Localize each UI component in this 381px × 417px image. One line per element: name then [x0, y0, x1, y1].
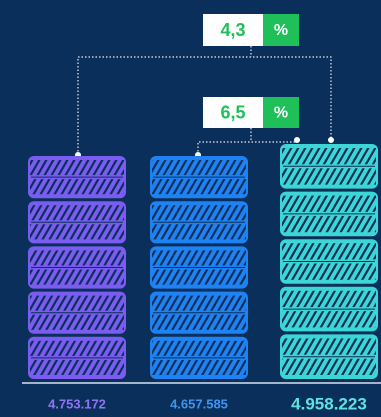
dot — [328, 137, 334, 143]
annotation-unit: % — [274, 105, 288, 122]
annotation-box — [203, 14, 263, 46]
annotation-unit-box — [263, 97, 299, 128]
annotation-value: 4,3 — [220, 20, 245, 40]
tire-tread — [30, 224, 124, 240]
connector-dots — [75, 137, 334, 158]
tire-tread — [282, 290, 376, 308]
tire-tread — [282, 263, 376, 280]
value-label: 4.753.172 — [48, 396, 106, 411]
dot — [294, 137, 300, 143]
connector-line — [77, 56, 332, 155]
tire-tread — [30, 314, 124, 330]
tire-tread — [282, 195, 376, 212]
tire-tread — [30, 340, 124, 356]
value-label: 4.958.223 — [291, 394, 367, 413]
value-label: 4.657.585 — [170, 396, 228, 411]
tire-tread — [282, 148, 376, 165]
tire-tread — [282, 338, 376, 355]
tire-stack — [28, 156, 126, 379]
tire-tread — [282, 358, 376, 375]
tire-stack — [150, 156, 248, 379]
tire-tread — [30, 250, 124, 266]
annotation-value: 6,5 — [220, 102, 245, 122]
annotation-unit-box — [263, 14, 299, 46]
tire-tread — [282, 168, 376, 185]
tire-tread — [152, 160, 246, 176]
tire-tread — [152, 295, 246, 311]
tire-tread — [282, 311, 376, 328]
tire-stack — [280, 144, 378, 379]
tire-tread — [30, 295, 124, 311]
annotation-unit: % — [274, 22, 288, 39]
tire-tread — [152, 340, 246, 356]
tire-tread — [30, 205, 124, 221]
tire-tread — [152, 250, 246, 266]
tire-tread — [152, 269, 246, 285]
tire-tread — [30, 160, 124, 176]
tire-tread — [152, 314, 246, 330]
annotation-box — [203, 97, 263, 128]
tire-tread — [282, 215, 376, 233]
tire-tread — [152, 224, 246, 240]
tire-tread — [152, 179, 246, 195]
tire-tread — [30, 359, 124, 375]
tire-tread — [152, 359, 246, 375]
tire-tread — [152, 205, 246, 221]
tire-tread — [30, 179, 124, 195]
tire-tread — [282, 243, 376, 260]
tire-tread — [30, 269, 124, 285]
